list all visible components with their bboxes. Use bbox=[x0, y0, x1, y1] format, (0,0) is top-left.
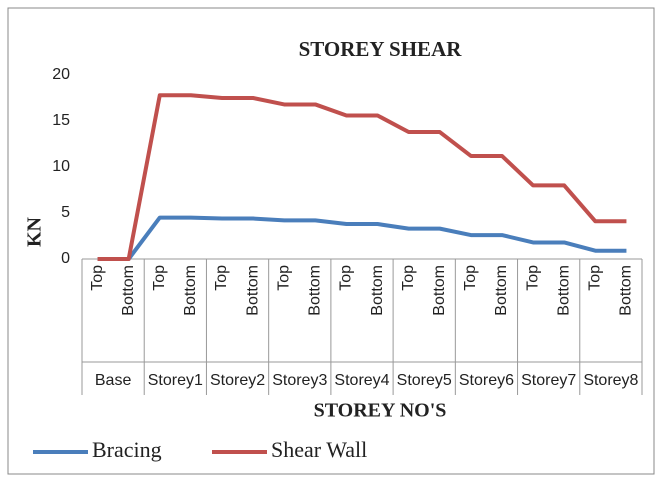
x-tick-label: Bottom bbox=[618, 265, 635, 316]
x-tick-label: Bottom bbox=[244, 265, 261, 316]
legend-label: Bracing bbox=[92, 437, 162, 462]
x-tick-label: Top bbox=[400, 265, 417, 291]
x-tick-label: Top bbox=[587, 265, 604, 291]
group-label: Storey7 bbox=[521, 372, 576, 389]
x-tick-label: Bottom bbox=[431, 265, 448, 316]
y-tick-label: 20 bbox=[52, 66, 70, 83]
x-tick-label: Bottom bbox=[182, 265, 199, 316]
x-tick-label: Bottom bbox=[369, 265, 386, 316]
x-tick-label: Top bbox=[462, 265, 479, 291]
x-tick-label: Top bbox=[338, 265, 355, 291]
chart-title: STOREY SHEAR bbox=[299, 37, 463, 61]
group-label: Storey3 bbox=[272, 372, 327, 389]
x-tick-label: Top bbox=[89, 265, 106, 291]
x-tick-label: Top bbox=[524, 265, 541, 291]
series-line bbox=[97, 215, 627, 261]
group-label: Storey4 bbox=[334, 372, 389, 389]
x-tick-label: Top bbox=[151, 265, 168, 291]
y-tick-label: 10 bbox=[52, 158, 70, 175]
x-tick-label: Bottom bbox=[307, 265, 324, 316]
x-tick-label: Top bbox=[213, 265, 230, 291]
group-label: Storey5 bbox=[397, 372, 452, 389]
x-axis-title: STOREY NO'S bbox=[314, 400, 447, 422]
series-line bbox=[97, 93, 627, 261]
x-tick-label: Bottom bbox=[120, 265, 137, 316]
x-tick-label: Bottom bbox=[555, 265, 572, 316]
x-tick-label: Top bbox=[275, 265, 292, 291]
group-label: Base bbox=[95, 372, 132, 389]
y-tick-label: 15 bbox=[52, 112, 70, 129]
x-tick-label: Bottom bbox=[493, 265, 510, 316]
y-axis-title: KN bbox=[24, 216, 46, 247]
y-tick-label: 5 bbox=[61, 204, 70, 221]
group-label: Storey2 bbox=[210, 372, 265, 389]
legend-label: Shear Wall bbox=[271, 437, 367, 462]
group-label: Storey1 bbox=[148, 372, 203, 389]
y-tick-label: 0 bbox=[61, 250, 70, 267]
group-label: Storey6 bbox=[459, 372, 514, 389]
group-label: Storey8 bbox=[583, 372, 638, 389]
